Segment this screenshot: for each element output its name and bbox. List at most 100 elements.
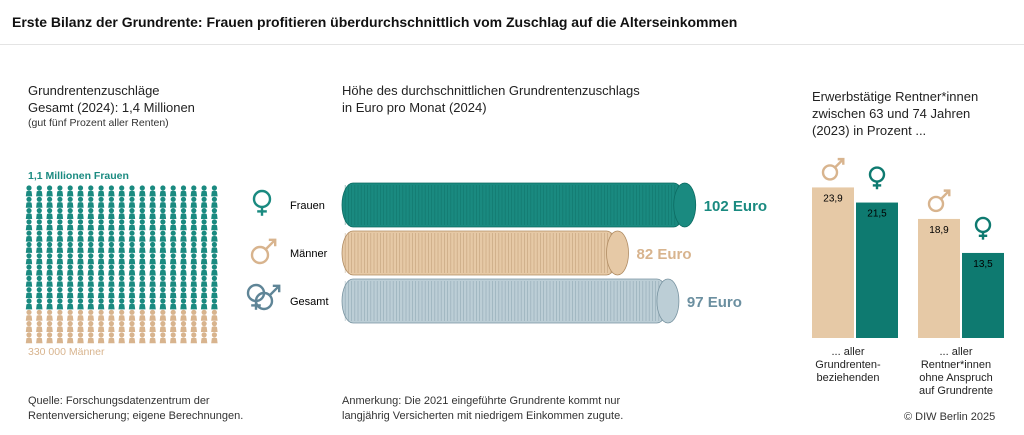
woman-person-icon <box>190 275 197 287</box>
woman-person-icon <box>87 219 94 231</box>
woman-person-icon <box>46 275 53 287</box>
left-heading-line2: Gesamt (2024): 1,4 Millionen <box>28 100 195 115</box>
woman-person-icon <box>128 287 136 299</box>
woman-person-icon <box>36 287 43 299</box>
left-heading-line1: Grundrentenzuschläge <box>28 83 160 98</box>
note-line1: Anmerkung: Die 2021 eingeführte Grundren… <box>342 395 621 407</box>
woman-person-icon <box>200 287 208 299</box>
man-person-icon <box>149 321 156 332</box>
cylinder-end-cap <box>656 278 680 324</box>
value-label-women: 102 Euro <box>704 198 767 215</box>
cylinder-end-cap <box>673 182 697 228</box>
woman-person-icon <box>97 264 105 276</box>
woman-person-icon <box>211 219 218 231</box>
woman-person-icon <box>36 275 43 287</box>
woman-person-icon <box>200 196 208 208</box>
woman-person-icon <box>77 185 84 197</box>
right-heading-line3: (2023) in Prozent ... <box>812 123 927 138</box>
woman-person-icon <box>87 196 94 208</box>
man-person-icon <box>139 321 146 332</box>
cylinder-bar-women <box>341 182 697 228</box>
category-label-men: Männer <box>290 248 328 260</box>
woman-person-icon <box>108 264 115 276</box>
woman-person-icon <box>46 185 53 197</box>
source-line2: Rentenversicherung; eigene Berechnungen. <box>28 410 244 422</box>
woman-person-icon <box>180 275 187 287</box>
woman-person-icon <box>36 196 43 208</box>
man-person-icon <box>159 332 167 344</box>
woman-person-icon <box>56 208 64 219</box>
man-person-icon <box>108 332 115 344</box>
man-person-icon <box>190 309 197 321</box>
man-person-icon <box>170 321 177 332</box>
man-person-icon <box>128 321 136 332</box>
woman-person-icon <box>118 287 125 299</box>
woman-person-icon <box>67 253 74 265</box>
woman-person-icon <box>180 253 187 265</box>
women-count-label: 1,1 Millionen Frauen <box>28 170 129 182</box>
woman-person-icon <box>108 185 115 197</box>
woman-person-icon <box>139 275 146 287</box>
woman-person-icon <box>67 241 74 253</box>
woman-person-icon <box>36 219 43 231</box>
woman-person-icon <box>211 298 218 310</box>
woman-person-icon <box>118 196 125 208</box>
woman-person-icon <box>200 185 208 197</box>
man-person-icon <box>36 309 43 321</box>
woman-person-icon <box>25 298 33 310</box>
man-person-icon <box>56 332 64 344</box>
woman-person-icon <box>97 241 105 253</box>
woman-person-icon <box>46 219 53 231</box>
man-person-icon <box>97 321 105 332</box>
woman-person-icon <box>56 264 64 276</box>
man-person-icon <box>159 309 167 321</box>
woman-person-icon <box>118 275 125 287</box>
middle-heading-line1: Höhe des durchschnittlichen Grundrentenz… <box>342 83 640 98</box>
woman-person-icon <box>108 298 115 310</box>
woman-person-icon <box>77 196 84 208</box>
woman-person-icon <box>36 230 43 242</box>
woman-person-icon <box>170 287 177 299</box>
woman-person-icon <box>139 185 146 197</box>
bar-label-female-group2: 13,5 <box>973 259 993 270</box>
man-person-icon <box>200 309 208 321</box>
male-symbol-icon-group1 <box>821 157 845 181</box>
man-person-icon <box>36 321 43 332</box>
woman-person-icon <box>118 208 125 219</box>
woman-person-icon <box>128 298 136 310</box>
woman-person-icon <box>56 287 64 299</box>
woman-person-icon <box>25 264 33 276</box>
woman-person-icon <box>190 219 197 231</box>
man-person-icon <box>87 321 94 332</box>
woman-person-icon <box>128 253 136 265</box>
woman-person-icon <box>36 241 43 253</box>
woman-person-icon <box>77 241 84 253</box>
female-symbol-icon <box>252 189 272 216</box>
woman-person-icon <box>170 185 177 197</box>
woman-person-icon <box>200 208 208 219</box>
woman-person-icon <box>87 230 94 242</box>
man-person-icon <box>211 332 218 344</box>
woman-person-icon <box>97 208 105 219</box>
man-person-icon <box>159 321 167 332</box>
woman-person-icon <box>180 196 187 208</box>
woman-person-icon <box>149 264 156 276</box>
man-person-icon <box>25 309 33 321</box>
woman-person-icon <box>159 230 167 242</box>
woman-person-icon <box>149 275 156 287</box>
woman-person-icon <box>190 264 197 276</box>
woman-person-icon <box>200 241 208 253</box>
woman-person-icon <box>25 275 33 287</box>
man-person-icon <box>211 309 218 321</box>
woman-person-icon <box>200 253 208 265</box>
man-person-icon <box>97 332 105 344</box>
men-count-label: 330 000 Männer <box>28 346 105 358</box>
woman-person-icon <box>97 275 105 287</box>
man-person-icon <box>97 309 105 321</box>
woman-person-icon <box>67 264 74 276</box>
man-person-icon <box>149 309 156 321</box>
woman-person-icon <box>36 208 43 219</box>
woman-person-icon <box>108 219 115 231</box>
woman-person-icon <box>180 241 187 253</box>
woman-person-icon <box>87 253 94 265</box>
